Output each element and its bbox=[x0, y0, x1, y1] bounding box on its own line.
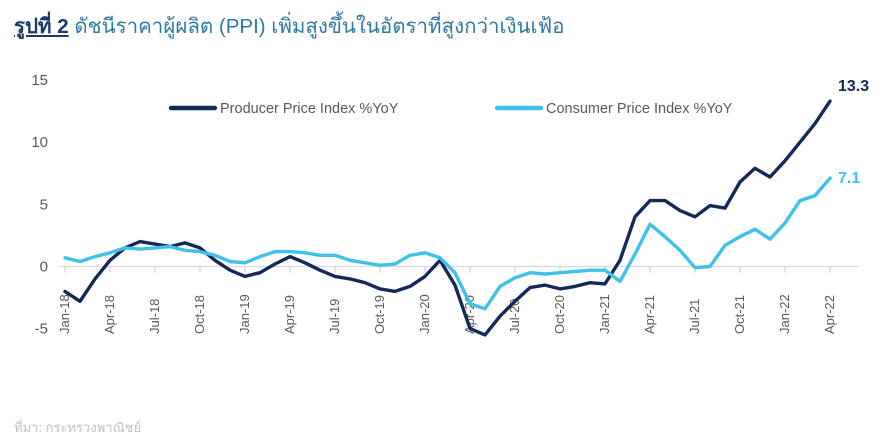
svg-text:7.1: 7.1 bbox=[838, 170, 860, 187]
svg-text:-5: -5 bbox=[35, 321, 48, 338]
svg-text:15: 15 bbox=[31, 72, 48, 89]
svg-text:0: 0 bbox=[40, 259, 48, 276]
svg-text:Jan-19: Jan-19 bbox=[237, 294, 252, 334]
svg-text:Apr-21: Apr-21 bbox=[642, 295, 657, 334]
svg-text:Jan-20: Jan-20 bbox=[417, 294, 432, 334]
svg-text:Oct-21: Oct-21 bbox=[732, 295, 747, 334]
svg-text:13.3: 13.3 bbox=[838, 78, 869, 95]
svg-text:Jan-22: Jan-22 bbox=[777, 294, 792, 334]
svg-text:Oct-19: Oct-19 bbox=[372, 295, 387, 334]
svg-text:Producer Price Index %YoY: Producer Price Index %YoY bbox=[220, 101, 399, 117]
svg-text:Oct-18: Oct-18 bbox=[192, 295, 207, 334]
svg-text:Jul-21: Jul-21 bbox=[687, 299, 702, 334]
svg-text:Jul-18: Jul-18 bbox=[147, 299, 162, 334]
svg-text:Apr-22: Apr-22 bbox=[822, 295, 837, 334]
svg-text:Jan-18: Jan-18 bbox=[57, 294, 72, 334]
svg-text:Jan-21: Jan-21 bbox=[597, 294, 612, 334]
svg-text:Apr-18: Apr-18 bbox=[102, 295, 117, 334]
svg-text:Consumer Price Index %YoY: Consumer Price Index %YoY bbox=[546, 101, 733, 117]
svg-text:5: 5 bbox=[40, 196, 48, 213]
svg-text:10: 10 bbox=[31, 134, 48, 151]
svg-text:Jul-19: Jul-19 bbox=[327, 299, 342, 334]
svg-text:Oct-20: Oct-20 bbox=[552, 295, 567, 334]
svg-text:Apr-19: Apr-19 bbox=[282, 295, 297, 334]
